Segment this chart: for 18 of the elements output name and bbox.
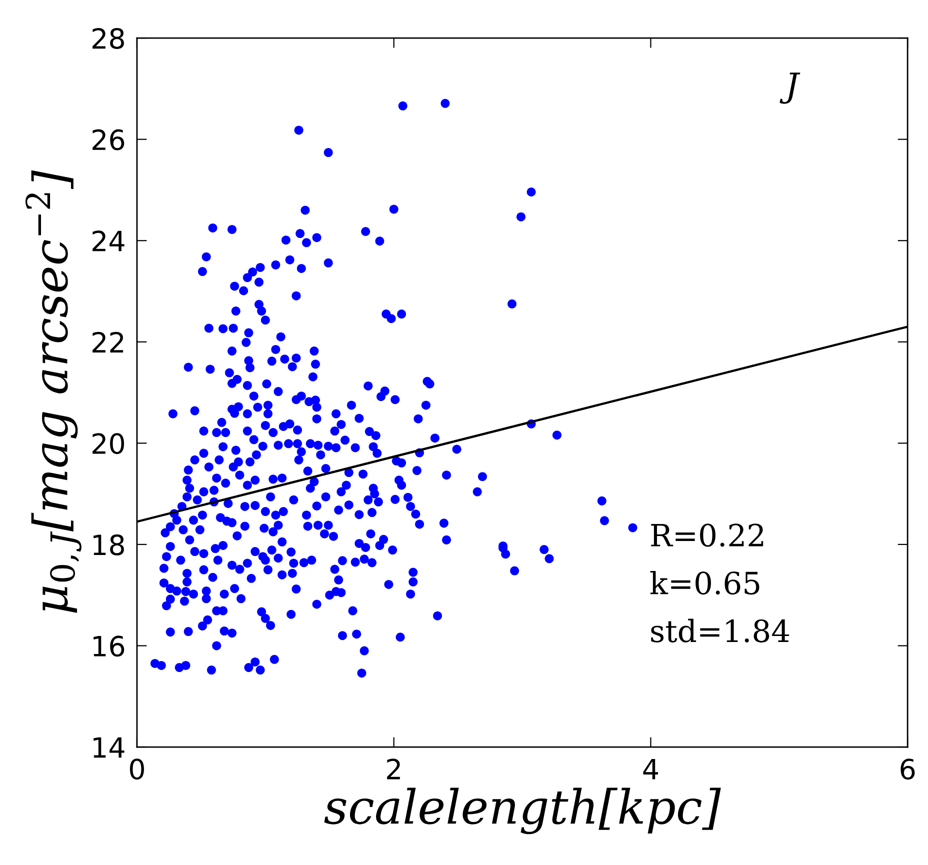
annotation: std=1.84 — [651, 618, 790, 642]
y-tick-label: 18 — [94, 534, 124, 556]
x-tick-label: 6 — [900, 758, 915, 780]
y-tick-label: 28 — [92, 28, 124, 50]
x-tick-label: 2 — [387, 758, 400, 780]
y-tick-label: 24 — [92, 230, 124, 252]
annotation: R=0.22 — [651, 524, 764, 547]
y-tick-label: 14 — [94, 737, 124, 758]
y-tick-label: 20 — [92, 433, 124, 454]
x-tick-label: 4 — [643, 758, 658, 780]
annotation: k=0.65 — [650, 570, 760, 595]
annotation: J — [780, 72, 800, 104]
y-axis-title: μ$_{0,J}$[mag arcsec$^{−2}$] — [26, 170, 82, 613]
x-axis-title: scalelength[kpc] — [324, 788, 721, 834]
y-tick-label: 16 — [94, 636, 124, 657]
y-tick-label: 22 — [92, 332, 124, 352]
y-tick-label: 26 — [92, 129, 124, 150]
x-tick-label: 0 — [130, 758, 144, 780]
